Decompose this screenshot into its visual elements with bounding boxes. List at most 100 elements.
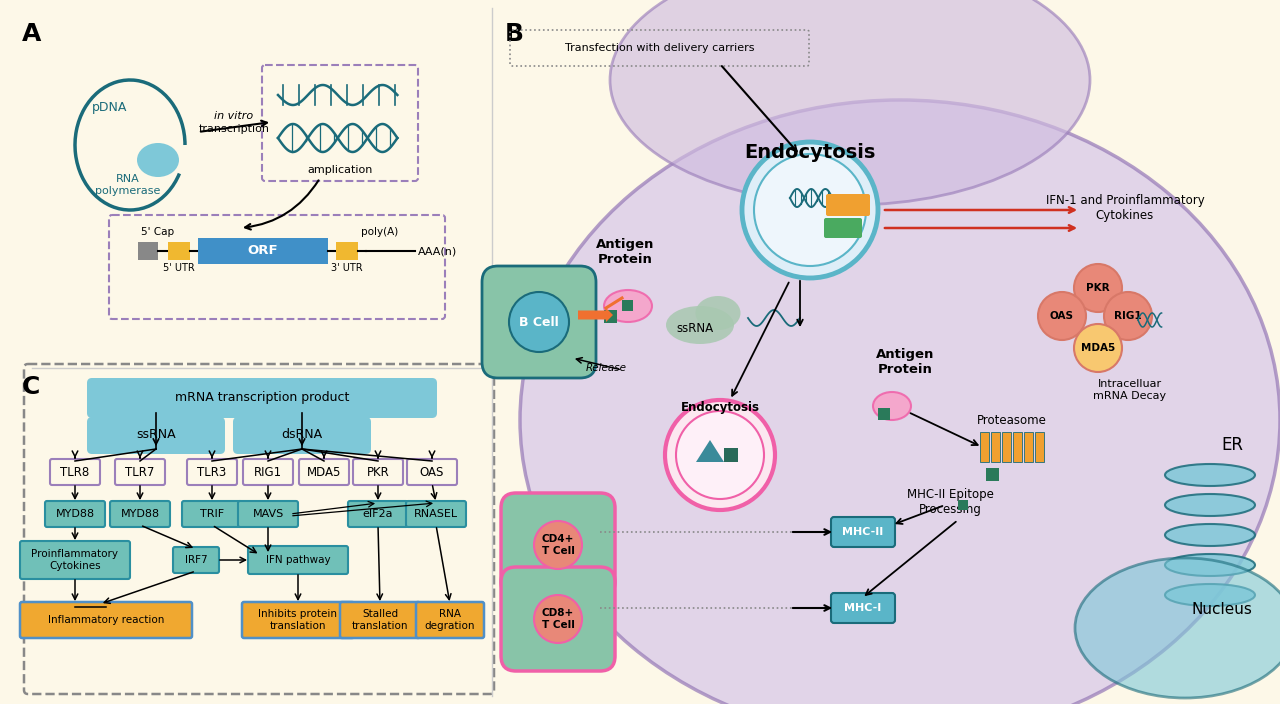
FancyBboxPatch shape [238, 501, 298, 527]
FancyBboxPatch shape [110, 501, 170, 527]
Text: amplication: amplication [307, 165, 372, 175]
Text: Endocytosis: Endocytosis [681, 401, 759, 415]
FancyBboxPatch shape [187, 459, 237, 485]
Text: TLR3: TLR3 [197, 465, 227, 479]
Text: MHC-II: MHC-II [842, 527, 883, 537]
Text: CD8+
T Cell: CD8+ T Cell [541, 608, 575, 630]
Ellipse shape [1165, 494, 1254, 516]
Bar [986, 468, 998, 481]
Text: Antigen
Protein: Antigen Protein [595, 238, 654, 266]
FancyBboxPatch shape [50, 459, 100, 485]
FancyBboxPatch shape [831, 517, 895, 547]
Text: ssRNA: ssRNA [136, 429, 175, 441]
Text: TRIF: TRIF [200, 509, 224, 519]
Text: MDA5: MDA5 [1080, 343, 1115, 353]
FancyBboxPatch shape [20, 602, 192, 638]
Bar [957, 500, 968, 510]
Text: Endocytosis: Endocytosis [744, 142, 876, 161]
Bar [335, 242, 358, 260]
FancyBboxPatch shape [233, 417, 371, 454]
FancyBboxPatch shape [824, 218, 861, 238]
Text: MYD88: MYD88 [120, 509, 160, 519]
Text: Inhibits protein
translation: Inhibits protein translation [259, 609, 338, 631]
Circle shape [754, 154, 867, 266]
Text: transcription: transcription [198, 124, 270, 134]
Circle shape [1074, 264, 1123, 312]
FancyBboxPatch shape [242, 602, 355, 638]
Text: TLR7/8: TLR7/8 [831, 201, 865, 210]
Text: MAVS: MAVS [252, 509, 284, 519]
Bar [198, 238, 328, 264]
Text: MHC-II Epitope
Processing: MHC-II Epitope Processing [906, 488, 993, 516]
Text: AAA(n): AAA(n) [419, 246, 457, 256]
Text: TLR3: TLR3 [831, 223, 855, 232]
Text: B: B [506, 22, 524, 46]
FancyBboxPatch shape [87, 378, 436, 418]
FancyBboxPatch shape [24, 364, 494, 694]
Text: 3' UTR: 3' UTR [332, 263, 362, 273]
FancyBboxPatch shape [182, 501, 242, 527]
Circle shape [1074, 324, 1123, 372]
Text: IFN-1 and Proinflammatory
Cytokines: IFN-1 and Proinflammatory Cytokines [1046, 194, 1204, 222]
Text: RNA
degration: RNA degration [425, 609, 475, 631]
FancyBboxPatch shape [115, 459, 165, 485]
Text: ssRNA: ssRNA [676, 322, 713, 334]
Bar [622, 300, 634, 311]
Text: Proteasome: Proteasome [977, 413, 1047, 427]
Ellipse shape [695, 296, 741, 330]
Bar [1036, 432, 1044, 462]
Ellipse shape [137, 143, 179, 177]
Text: Intracelluar
mRNA Decay: Intracelluar mRNA Decay [1093, 379, 1166, 401]
FancyBboxPatch shape [831, 593, 895, 623]
Text: 5' UTR: 5' UTR [163, 263, 195, 273]
Text: RIG1: RIG1 [1114, 311, 1142, 321]
Ellipse shape [1165, 584, 1254, 606]
Circle shape [534, 521, 582, 569]
Polygon shape [696, 440, 724, 462]
Text: Antigen
Protein: Antigen Protein [876, 348, 934, 376]
Text: PKR: PKR [366, 465, 389, 479]
Text: PKR: PKR [1087, 283, 1110, 293]
Circle shape [742, 142, 878, 278]
Ellipse shape [1165, 464, 1254, 486]
Circle shape [509, 292, 570, 352]
Text: MDA5: MDA5 [307, 465, 342, 479]
Bar [980, 432, 989, 462]
FancyBboxPatch shape [500, 567, 614, 671]
Bar [1024, 432, 1033, 462]
Bar [168, 242, 189, 260]
Bar [724, 448, 739, 462]
Text: mRNA transcription product: mRNA transcription product [175, 391, 349, 405]
FancyBboxPatch shape [20, 541, 131, 579]
FancyBboxPatch shape [348, 501, 408, 527]
Circle shape [666, 400, 774, 510]
Bar [604, 310, 617, 323]
Text: TLR8: TLR8 [60, 465, 90, 479]
FancyBboxPatch shape [243, 459, 293, 485]
Text: RNASEL: RNASEL [413, 509, 458, 519]
FancyBboxPatch shape [407, 459, 457, 485]
Ellipse shape [1075, 558, 1280, 698]
Text: OAS: OAS [1050, 311, 1074, 321]
Text: B Cell: B Cell [520, 315, 559, 329]
Text: Nucleus: Nucleus [1192, 603, 1252, 617]
FancyBboxPatch shape [416, 602, 484, 638]
FancyBboxPatch shape [826, 194, 870, 216]
Text: pDNA: pDNA [92, 101, 128, 115]
Ellipse shape [611, 0, 1091, 205]
Text: dsRNA: dsRNA [282, 429, 323, 441]
Ellipse shape [1165, 524, 1254, 546]
Circle shape [1038, 292, 1085, 340]
Text: C: C [22, 375, 41, 399]
Circle shape [1103, 292, 1152, 340]
Text: IFN pathway: IFN pathway [266, 555, 330, 565]
FancyBboxPatch shape [340, 602, 420, 638]
FancyBboxPatch shape [500, 493, 614, 597]
Text: RIG1: RIG1 [253, 465, 282, 479]
Text: OAS: OAS [420, 465, 444, 479]
Text: eIF2a: eIF2a [362, 509, 393, 519]
Text: MHC-I: MHC-I [845, 603, 882, 613]
Bar [138, 242, 157, 260]
Text: Stalled
translation: Stalled translation [352, 609, 408, 631]
Text: Transfection with delivery carriers: Transfection with delivery carriers [566, 43, 755, 53]
